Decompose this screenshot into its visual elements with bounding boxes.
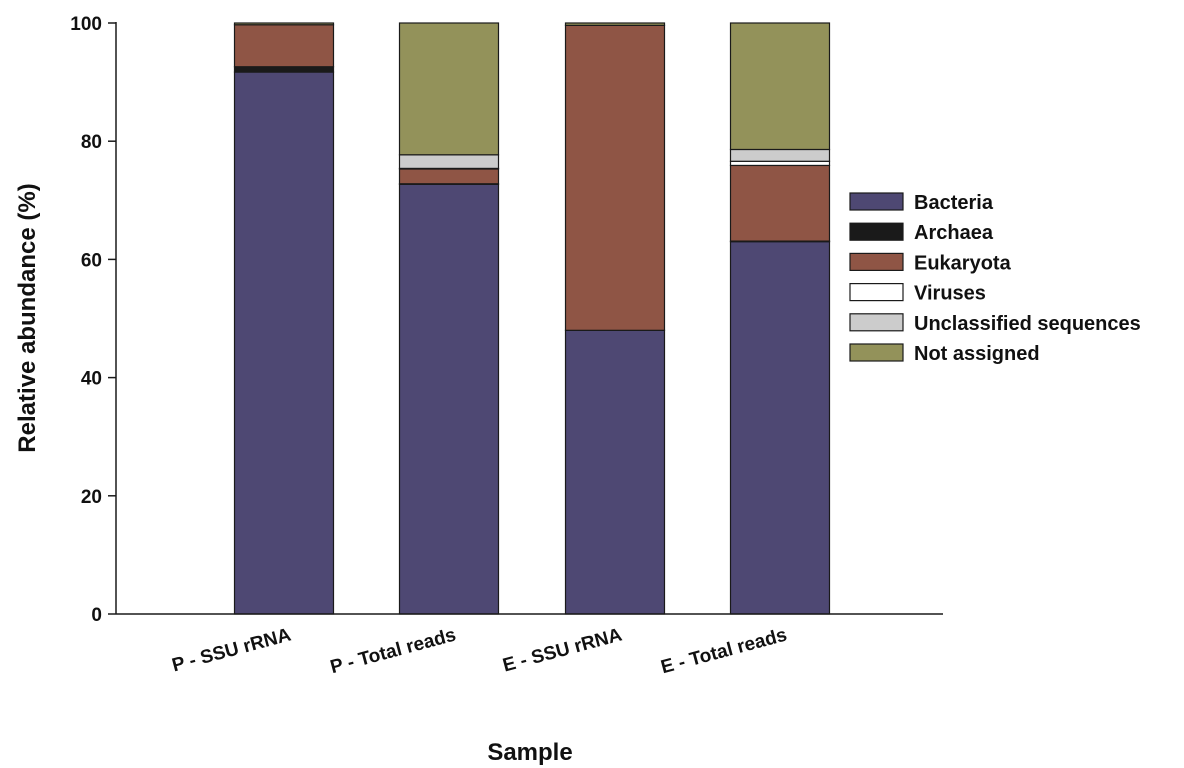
legend-label: Archaea	[914, 222, 994, 244]
bar-segment	[398, 183, 500, 615]
legend-label: Not assigned	[914, 343, 1040, 365]
x-ticks: P - SSU rRNA P - Total reads E - SSU rRNA E…	[170, 624, 789, 678]
legend: Bacteria Archaea Eukaryota Viruses Unclassif…	[849, 192, 1141, 365]
bar-stack	[398, 22, 500, 615]
x-axis-title: Sample	[487, 739, 572, 766]
bar-segment	[564, 24, 666, 331]
bar-segment	[729, 164, 831, 242]
y-tick-label: 60	[81, 250, 102, 271]
bar-segment	[398, 154, 500, 169]
x-tick-label: P - Total reads	[328, 625, 458, 679]
legend-swatch	[849, 222, 904, 241]
bars-layer	[233, 22, 831, 615]
legend-item: Bacteria	[849, 192, 994, 214]
y-tick-label: 20	[81, 487, 102, 508]
legend-item: Not assigned	[849, 343, 1040, 365]
legend-item: Unclassified sequences	[849, 313, 1141, 335]
legend-item: Eukaryota	[849, 252, 1012, 274]
legend-swatch	[849, 192, 904, 211]
bar-segment	[564, 22, 666, 26]
y-tick-label: 40	[81, 369, 102, 390]
bar-segment	[729, 241, 831, 615]
legend-swatch	[849, 343, 904, 362]
bar-segment	[233, 66, 335, 73]
y-axis-title: Relative abundance (%)	[14, 183, 41, 452]
bar-segment	[564, 329, 666, 615]
legend-swatch	[849, 283, 904, 302]
legend-item: Archaea	[849, 222, 994, 244]
legend-label: Unclassified sequences	[914, 313, 1141, 335]
axes-layer	[115, 22, 943, 615]
bar-segment	[398, 168, 500, 185]
bar-segment	[729, 148, 831, 162]
y-tick-label: 100	[70, 14, 102, 35]
bar-segment	[729, 22, 831, 151]
bar-segment	[233, 22, 335, 26]
x-tick-label: E - SSU rRNA	[501, 624, 625, 676]
legend-label: Eukaryota	[914, 252, 1012, 274]
bar-segment	[729, 160, 831, 167]
y-tick-label: 0	[91, 605, 102, 626]
y-tick-label: 80	[81, 132, 102, 153]
bar-segment	[398, 22, 500, 156]
x-tick-label: P - SSU rRNA	[170, 624, 294, 676]
legend-label: Bacteria	[914, 192, 994, 214]
bar-segment	[233, 71, 335, 615]
bar-stack	[233, 22, 335, 615]
bar-stack	[729, 22, 831, 615]
legend-swatch	[849, 252, 904, 271]
legend-swatch	[849, 313, 904, 332]
legend-item: Viruses	[849, 283, 986, 305]
bar-segment	[233, 24, 335, 68]
bar-stack	[564, 22, 666, 615]
x-tick-label: E - Total reads	[659, 625, 790, 679]
legend-label: Viruses	[914, 283, 986, 305]
y-ticks: 0 20 40 60 80 100	[70, 14, 116, 626]
